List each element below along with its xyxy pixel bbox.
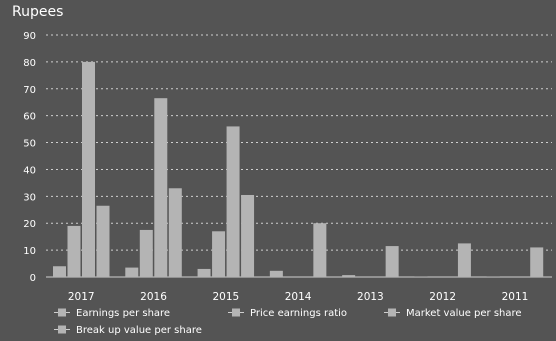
y-axis-title: Rupees	[12, 4, 63, 20]
y-tick-label: 20	[23, 219, 36, 230]
bar-2014-break-up-value-per-share	[313, 223, 327, 277]
x-tick-label: 2016	[140, 291, 167, 303]
bar-2011-break-up-value-per-share	[530, 247, 544, 277]
x-tick-label: 2017	[68, 291, 95, 303]
bar-2016-market-value-per-share	[154, 98, 168, 277]
y-tick-label: 30	[23, 192, 36, 203]
x-tick-label: 2013	[357, 291, 384, 303]
y-tick-label: 10	[23, 246, 36, 257]
y-tick-label: 60	[23, 112, 36, 123]
legend-item-market-value-per-share: Market value per share	[384, 308, 522, 319]
legend-label: Price earnings ratio	[250, 308, 347, 319]
bar-2017-earnings-per-share	[53, 266, 66, 277]
legend-label: Market value per share	[406, 308, 522, 319]
bar-2016-break-up-value-per-share	[168, 188, 182, 277]
x-tick-label: 2015	[212, 291, 239, 303]
bar-2016-earnings-per-share	[125, 267, 139, 277]
bar-2013-break-up-value-per-share	[385, 246, 399, 277]
bar-2015-earnings-per-share	[197, 268, 211, 277]
bar-2015-break-up-value-per-share	[241, 194, 255, 277]
x-tick-label: 2011	[502, 291, 529, 303]
y-tick-label: 40	[23, 165, 36, 176]
bar-2011-earnings-per-share	[486, 276, 500, 277]
bar-2012-earnings-per-share	[414, 276, 428, 277]
x-tick-label: 2014	[285, 291, 312, 303]
y-tick-label: 80	[23, 58, 36, 69]
bar-2015-market-value-per-share	[226, 126, 240, 277]
bar-2012-break-up-value-per-share	[457, 243, 471, 277]
y-tick-label: 70	[23, 85, 36, 96]
legend-item-earnings-per-share: Earnings per share	[54, 308, 170, 319]
bar-2017-break-up-value-per-share	[96, 205, 110, 277]
legend-swatch	[232, 308, 240, 317]
legend-swatch	[388, 308, 396, 317]
x-tick-label: 2012	[429, 291, 456, 303]
bar-2014-earnings-per-share	[269, 270, 283, 277]
legend-label: Earnings per share	[76, 308, 170, 319]
legend-swatch	[58, 325, 66, 334]
bar-2013-earnings-per-share	[342, 275, 356, 277]
bar-2017-price-earnings-ratio	[67, 225, 81, 277]
y-tick-label: 50	[23, 139, 36, 150]
legend-item-break-up-value-per-share: Break up value per share	[54, 325, 202, 336]
bar-2017-market-value-per-share	[82, 61, 95, 278]
legend-swatch	[58, 308, 66, 317]
bar-2016-price-earnings-ratio	[139, 229, 153, 277]
y-tick-label: 90	[23, 31, 36, 42]
legend-item-price-earnings-ratio: Price earnings ratio	[228, 308, 347, 319]
legend-label: Break up value per share	[76, 325, 202, 336]
bar-2015-price-earnings-ratio	[212, 231, 226, 277]
y-tick-label: 0	[30, 273, 36, 284]
